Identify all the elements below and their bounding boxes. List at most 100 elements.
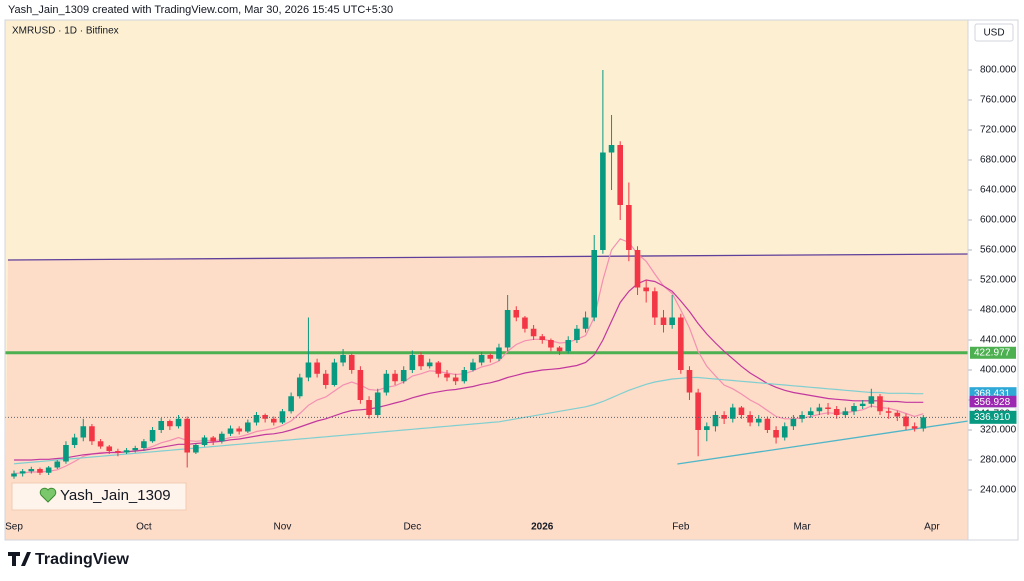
x-tick-label: Sep: [5, 522, 23, 533]
candle-body: [383, 373, 390, 393]
candle-body: [530, 328, 537, 337]
candle-body: [167, 421, 173, 427]
candle-body: [556, 347, 563, 352]
candle-body: [859, 403, 866, 407]
candle-body: [115, 451, 121, 453]
y-tick-label: 680.000: [980, 155, 1017, 166]
candle-body: [807, 411, 814, 416]
candle-body: [236, 428, 242, 432]
brand[interactable]: TradingView: [35, 551, 130, 568]
candle-body: [279, 411, 286, 423]
candle-body: [305, 362, 312, 378]
x-tick-label: Mar: [793, 522, 811, 533]
candle-body: [920, 417, 927, 429]
candle-body: [184, 418, 190, 453]
candle-body: [729, 407, 736, 419]
candle-body: [574, 328, 580, 341]
candle-body: [357, 370, 364, 401]
watermark: Yash_Jain_1309: [60, 487, 171, 504]
trendline: [677, 420, 969, 465]
candle-body: [851, 406, 857, 412]
candle-body: [158, 421, 165, 431]
y-tick-label: 560.000: [980, 245, 1017, 256]
y-tick-label: 240.000: [980, 485, 1017, 496]
trendline: [7, 253, 969, 261]
candle-body: [348, 355, 355, 371]
watermark-box: [11, 482, 187, 511]
price-tag-label: 368.431: [974, 388, 1011, 399]
candle-body: [764, 418, 771, 431]
candle-body: [478, 355, 485, 363]
candle-body: [418, 355, 424, 367]
y-tick-label: 440.000: [980, 335, 1017, 346]
candle-body: [704, 426, 710, 431]
brand-logo[interactable]: [8, 552, 31, 566]
candle-body: [219, 433, 225, 442]
candle-body: [600, 152, 606, 251]
candle-body: [790, 418, 797, 427]
currency-box[interactable]: [974, 23, 1014, 42]
candle-body: [695, 392, 701, 431]
candle-body: [669, 317, 675, 326]
y-tick-label: 800.000: [980, 65, 1017, 76]
level-tag: [970, 346, 1016, 359]
candle-body: [63, 445, 69, 462]
ma-line: [13, 238, 924, 475]
candle-body: [461, 370, 468, 382]
candle-body: [288, 396, 294, 412]
candle-body: [678, 317, 684, 371]
candle-body: [80, 426, 87, 438]
y-tick-label: 760.000: [980, 95, 1017, 106]
header: Yash_Jain_1309 created with TradingView.…: [8, 4, 393, 16]
candle-body: [591, 250, 598, 318]
candle-body: [409, 355, 416, 371]
x-tick-label: Nov: [274, 522, 292, 533]
candle-body: [331, 362, 338, 386]
candle-body: [747, 415, 753, 423]
candle-body: [227, 428, 234, 434]
price-tag-label: 336.910: [974, 412, 1011, 423]
candle-body: [868, 396, 875, 404]
candle-body: [19, 471, 26, 474]
candle-body: [773, 430, 779, 438]
candle-body: [634, 250, 641, 288]
candle-body: [175, 418, 182, 427]
candle-body: [314, 362, 320, 374]
candle-body: [608, 145, 615, 153]
candle-body: [123, 450, 130, 453]
candle-body: [28, 469, 35, 472]
ma-line: [13, 376, 924, 465]
candle-body: [97, 441, 104, 447]
candle-body: [470, 362, 476, 371]
candle-body: [582, 317, 589, 329]
candle-body: [262, 415, 268, 419]
currency[interactable]: USD: [983, 28, 1004, 39]
y-tick-label: 400.000: [980, 365, 1017, 376]
candle-body: [816, 407, 823, 412]
candle-body: [106, 446, 113, 452]
candle-body: [45, 467, 52, 473]
candle-body: [738, 407, 745, 416]
candle-body: [322, 373, 329, 386]
candle-body: [340, 355, 346, 363]
candle-body: [513, 310, 520, 318]
y-tick-label: 720.000: [980, 125, 1017, 136]
frame: [4, 19, 1019, 541]
candle-body: [626, 205, 632, 251]
ma-line: [14, 279, 924, 461]
price-tag-label: 356.928: [974, 397, 1011, 408]
candle-body: [539, 336, 546, 341]
candle-body: [781, 426, 788, 438]
candle-body: [842, 411, 849, 416]
candle-body: [617, 145, 623, 206]
candle-body: [660, 317, 667, 326]
candle-body: [141, 441, 147, 449]
candle-body: [253, 415, 260, 423]
candle-body: [11, 473, 17, 477]
candle-body: [54, 461, 61, 468]
candle-body: [877, 396, 883, 412]
y-tick-label: 520.000: [980, 275, 1017, 286]
x-tick-label: 2026: [531, 522, 554, 533]
y-tick-label: 280.000: [980, 455, 1017, 466]
